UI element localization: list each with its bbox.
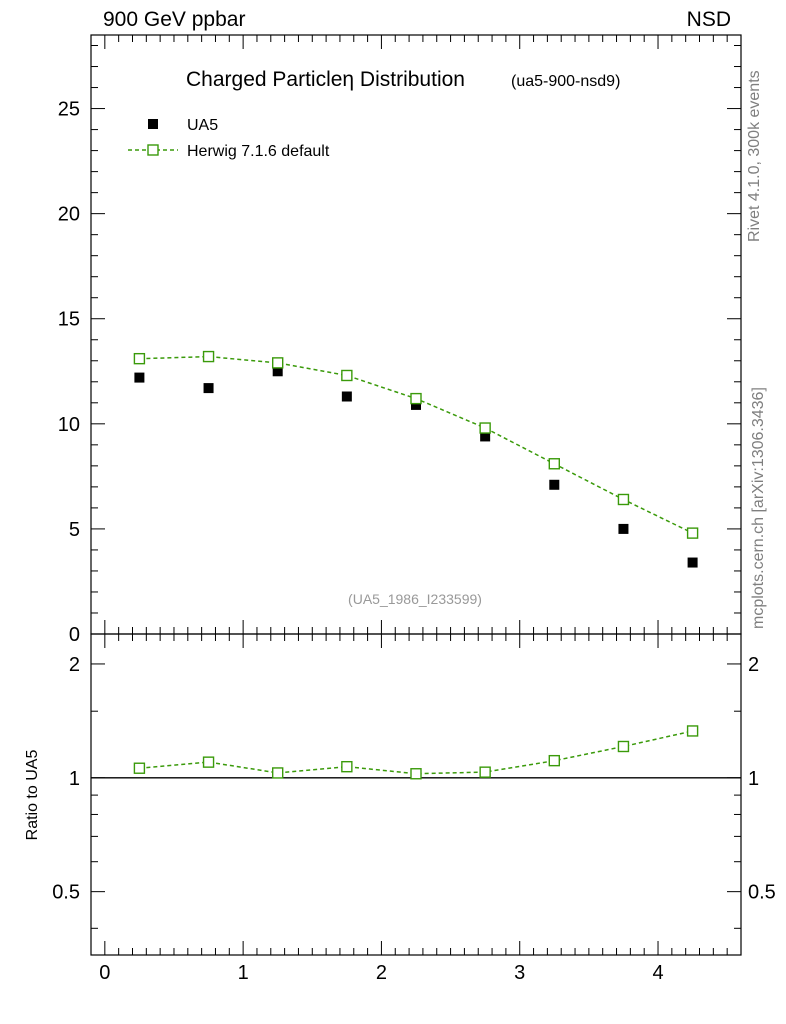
ua5-point [618, 523, 629, 534]
ua5-point [134, 372, 145, 383]
ratio-point [272, 767, 284, 779]
chart-title: Charged Particleη Distribution [186, 68, 465, 91]
ua5-point [687, 557, 698, 568]
ratio-point [548, 754, 560, 767]
ratio-point [202, 756, 215, 768]
analysis-watermark: (UA5_1986_I233599) [348, 591, 482, 607]
ua5-point [272, 366, 283, 377]
legend: UA5 Herwig 7.1.6 default [128, 117, 330, 160]
ratio-x-tick-label: 1 [238, 962, 249, 984]
ratio-panel: 0.5 0.5 1 1 2 2 0 1 2 3 4 Ratio to UA5 [24, 633, 776, 984]
ua5-point [480, 431, 491, 442]
herwig-point [133, 352, 146, 365]
herwig-point [479, 422, 491, 434]
ratio-y-axis-label: Ratio to UA5 [24, 750, 41, 841]
ratio-y-tick-label-left: 2 [69, 654, 80, 676]
main-y-tick-label: 20 [58, 204, 80, 226]
main-y-tick-label: 10 [58, 414, 80, 436]
herwig-point [617, 493, 630, 506]
main-axis-ticks [91, 35, 742, 634]
ratio-y-tick-labels: 0.5 0.5 1 1 2 2 [52, 654, 776, 904]
ratio-y-tick-label-right: 1 [748, 768, 759, 790]
ua5-point [341, 391, 352, 402]
herwig-point [410, 392, 422, 405]
ratio-panel-frame [90, 633, 742, 956]
ratio-point [133, 762, 146, 774]
legend-herwig-marker [147, 144, 159, 156]
ua5-data-points [134, 366, 698, 568]
header-right-label: NSD [686, 8, 731, 31]
ratio-x-tick-label: 4 [652, 962, 663, 984]
herwig-series-line [139, 355, 693, 534]
main-y-tick-label: 25 [58, 99, 80, 121]
ratio-y-tick-label-right: 2 [748, 654, 759, 676]
main-panel: 0 5 10 15 20 25 Charged Particleη Distributio… [58, 34, 742, 646]
herwig-point [272, 357, 284, 369]
ratio-point [410, 768, 422, 780]
ratio-data-points [133, 725, 699, 780]
herwig-point [548, 458, 560, 470]
herwig-data-points [133, 350, 699, 539]
main-y-tick-labels: 0 5 10 15 20 25 [58, 99, 80, 646]
ratio-point [341, 760, 353, 773]
header-left-label: 900 GeV ppbar [103, 8, 246, 31]
legend-herwig-label: Herwig 7.1.6 default [187, 143, 330, 160]
herwig-point [341, 369, 353, 382]
legend-ua5-marker [148, 119, 158, 129]
ratio-y-tick-label-left: 1 [69, 768, 80, 790]
ratio-x-tick-label: 0 [99, 962, 110, 984]
main-y-tick-label: 5 [69, 519, 80, 541]
ratio-point [617, 740, 630, 753]
legend-ua5-label: UA5 [187, 117, 218, 134]
ua5-point [411, 399, 421, 410]
chart-subtitle: (ua5-900-nsd9) [511, 73, 620, 90]
ratio-point [479, 766, 491, 778]
ratio-x-tick-label: 3 [514, 962, 525, 984]
main-y-tick-label: 15 [58, 309, 80, 331]
ratio-x-tick-labels: 0 1 2 3 4 [99, 962, 663, 984]
ua5-point [549, 479, 560, 490]
ratio-point [686, 725, 699, 737]
ratio-y-tick-label-left: 0.5 [52, 882, 80, 904]
herwig-point [686, 527, 699, 539]
ua5-point [203, 383, 214, 394]
herwig-point [202, 350, 215, 363]
ratio-series-line [139, 730, 693, 775]
ratio-axis-ticks [91, 634, 742, 955]
ratio-x-tick-label: 2 [376, 962, 387, 984]
main-y-tick-label: 0 [69, 624, 80, 646]
ratio-y-tick-label-right: 0.5 [748, 882, 776, 904]
